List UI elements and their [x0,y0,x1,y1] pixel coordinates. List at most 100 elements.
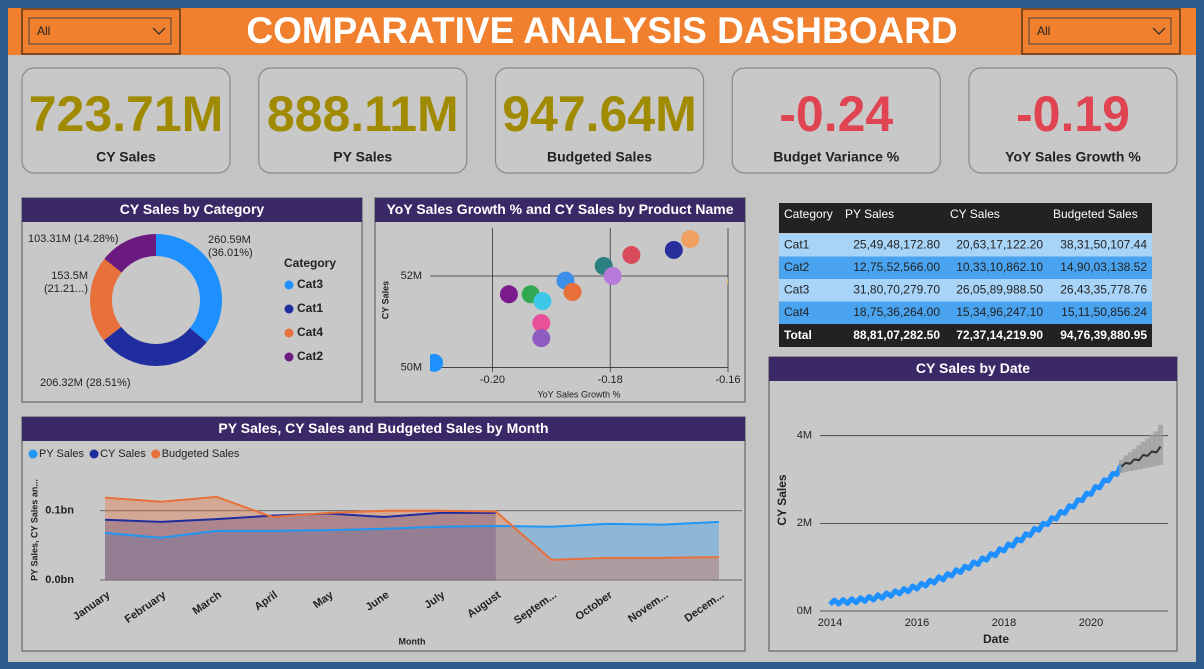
point [664,240,683,259]
table-row [779,234,1152,257]
data-label: 153.5M (21.21...) [43,270,88,295]
table-row [779,279,1152,302]
kpi-card [968,67,1178,174]
data-label-box: 153.5M (21.21...) [43,270,88,295]
point [430,353,444,372]
legend-marker [284,328,294,338]
table-cell: Cat1 [784,238,810,252]
table-cell: 31,80,70,279.70 [853,283,940,297]
point [532,329,551,348]
legend-label: Budgeted Sales [162,448,240,460]
kpi-card [21,67,231,174]
y-tick-label: 4M [797,430,812,442]
x-axis-label: Date [983,632,1009,646]
legend-marker [284,352,294,362]
slicer[interactable] [21,8,181,55]
table-row [779,301,1152,324]
table-cell: 88,81,07,282.50 [853,328,940,342]
table-cell: 25,49,48,172.80 [853,238,940,252]
x-tick-label: -0.18 [598,374,623,386]
slicer-box [28,17,172,45]
chart-header [375,198,745,222]
y-tick-label: 52M [401,270,422,282]
legend-label: Cat3 [297,277,323,291]
points [430,229,728,372]
table-total-bg [779,324,1152,347]
point [563,283,582,301]
slicer-box [1028,17,1172,45]
point [533,292,552,311]
column-header: CY Sales [950,207,1000,221]
area-fill [105,496,719,580]
kpi-card [731,67,941,174]
area-fill [105,512,496,580]
point [681,229,700,248]
chart-panel [21,416,746,652]
point [603,267,622,285]
column-header: PY Sales [845,207,894,221]
legend-title: Category [284,256,336,270]
kpi-label: PY Sales [333,149,392,165]
point [622,245,641,264]
dashboard-title: COMPARATIVE ANALYSIS DASHBOARD [246,10,957,51]
chart-header [22,417,745,441]
table-cell: 94,76,39,880.95 [1060,328,1147,342]
kpi-value: 888.11M [267,86,459,142]
x-tick-label: -0.16 [715,374,740,386]
kpi-label: CY Sales [96,149,156,165]
chart-header [22,198,362,222]
table-cell: 38,31,50,107.44 [1060,238,1147,252]
x-axis-label: YoY Sales Growth % [537,389,620,399]
x-tick-label: 2018 [992,617,1016,629]
kpi-card [258,67,468,174]
donut-slice [90,258,122,341]
table-cell: Total [784,328,812,342]
data-label-box: 206.32M (28.51%) [40,377,131,389]
data-label: 103.31M (14.28%) [28,233,119,245]
area-fill [105,521,719,580]
kpi-label: Budgeted Sales [547,149,652,165]
legend-marker [284,304,294,314]
data-label-box: 103.31M (14.28%) [28,233,119,245]
chart-header [769,357,1177,381]
table-cell: 15,34,96,247.10 [956,305,1043,319]
slicer-value: All [1037,24,1050,38]
slicer[interactable] [1021,8,1181,55]
chart-panel [374,197,746,403]
y-tick-label: 50M [401,361,422,373]
table-cell: Cat4 [784,305,810,319]
chart-title: CY Sales by Category [120,201,265,217]
data-label: 260.59M (36.01%) [208,234,253,259]
legend-label: Cat4 [297,325,323,339]
chart-title: PY Sales, CY Sales and Budgeted Sales by… [218,420,548,436]
x-axis-label: Month [399,636,426,646]
table-cell: 72,37,14,219.90 [956,328,1043,342]
kpi-label: YoY Sales Growth % [1005,149,1141,165]
y-tick-label: 0M [797,605,812,617]
table-cell: Cat2 [784,260,810,274]
table-cell: 10,33,10,862.10 [956,260,1043,274]
table-cell: Cat3 [784,283,810,297]
column-header: Budgeted Sales [1053,207,1138,221]
title-bar [8,8,1196,55]
y-axis-label: CY Sales [775,474,789,525]
y-axis-label: CY Sales [380,281,390,319]
table-row [779,256,1152,279]
data-label-box: 260.59M (36.01%) [208,234,253,259]
chevron [1152,27,1166,35]
donut-slice [156,234,223,343]
y-tick-label: 0.1bn [45,505,74,517]
x-tick-label: 2016 [905,617,929,629]
x-tick-label: 2020 [1079,617,1103,629]
point [727,277,728,286]
donut-slice [104,234,156,273]
x-tick-label: -0.20 [480,374,505,386]
chevron [152,27,166,35]
kpi-label: Budget Variance % [773,149,900,165]
legend-label: PY Sales [39,448,85,460]
series-line [104,495,720,561]
kpi-value: 723.71M [29,86,224,142]
kpi-value: 947.64M [502,86,697,142]
